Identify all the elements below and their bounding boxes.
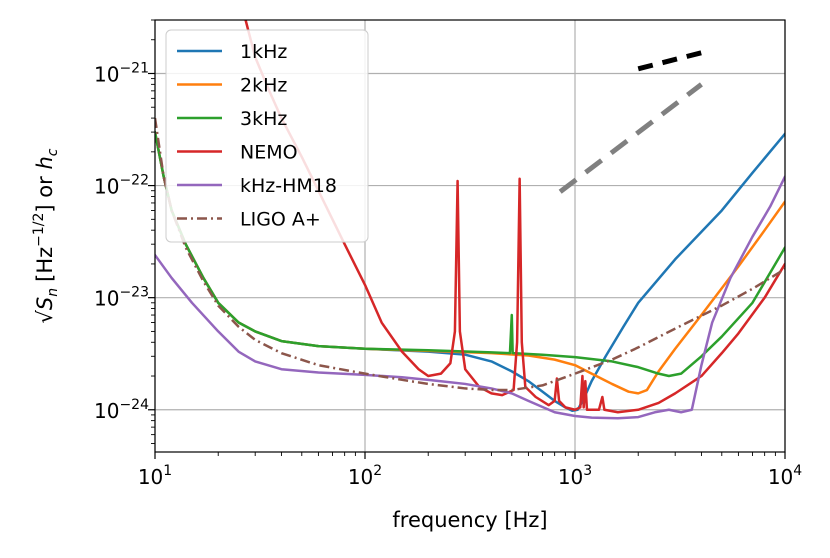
black-dashed-line: [637, 49, 705, 72]
y-tick-label: 10−21: [94, 60, 149, 86]
axis-ticks: [148, 19, 786, 459]
x-tick-labels: 101 102 103 104: [138, 463, 802, 489]
legend-label: kHz-HM18: [240, 175, 337, 197]
y-tick-label: 10−24: [94, 397, 149, 423]
legend-item-nemo: NEMO: [177, 142, 298, 164]
legend-item-3khz: 3kHz: [177, 108, 287, 130]
legend-item-2khz: 2kHz: [177, 75, 287, 97]
series-line-ligo-a: [155, 117, 785, 392]
legend-box: [165, 29, 369, 243]
y-axis-label: √Sn[Hz−1/2] or hc: [31, 148, 61, 323]
y-tick-label: 10−23: [94, 285, 149, 311]
x-tick-label: 104: [768, 463, 802, 489]
legend-label: 2kHz: [240, 75, 287, 97]
series-layer: [155, 20, 785, 420]
x-tick-label: 102: [348, 463, 382, 489]
plot-frame: [154, 19, 786, 453]
y-tick-label: 10−22: [94, 173, 149, 199]
series-line-3khz: [155, 130, 785, 378]
legend: 1kHz 2kHz 3kHz NEMO kHz-HM18 LIGO A+: [165, 29, 369, 243]
legend-item-1khz: 1kHz: [177, 41, 287, 63]
legend-item-khz-hm18: kHz-HM18: [177, 175, 337, 197]
gray-dashed-line: [558, 82, 703, 194]
x-tick-label: 101: [138, 463, 172, 489]
legend-label: 1kHz: [240, 41, 287, 63]
x-axis-label: frequency [Hz]: [392, 508, 547, 532]
series-line-khz-hm18: [155, 175, 785, 420]
legend-label: 3kHz: [240, 108, 287, 130]
y-tick-labels: 10−24 10−23 10−22 10−21: [94, 60, 149, 422]
x-tick-label: 103: [558, 463, 592, 489]
legend-label: LIGO A+: [240, 209, 321, 231]
legend-label: NEMO: [240, 142, 298, 164]
legend-item-ligo-a-plus: LIGO A+: [177, 209, 321, 231]
series-line-nemo: [244, 20, 785, 414]
